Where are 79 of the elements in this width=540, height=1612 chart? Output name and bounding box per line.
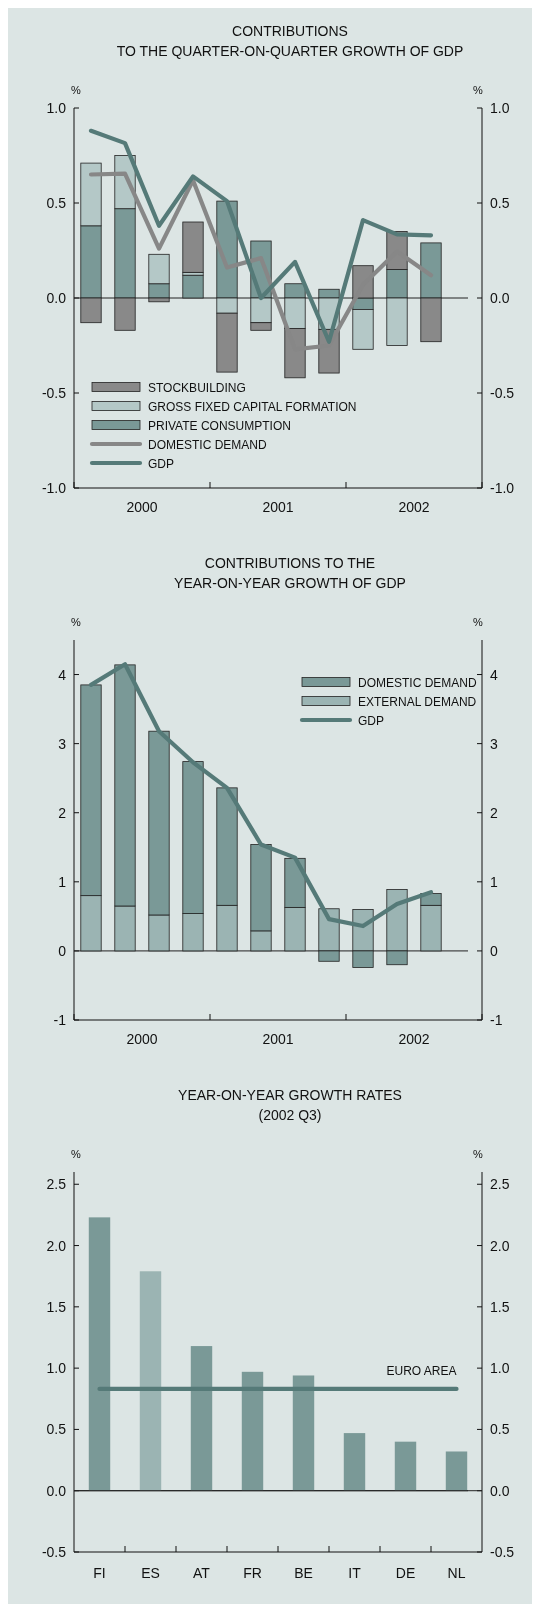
bar xyxy=(182,221,204,273)
y-tick-label: 2 xyxy=(58,804,67,821)
y-tick-label: 0.0 xyxy=(46,290,67,306)
y-tick-label: 1.0 xyxy=(46,100,67,116)
y2-axis-title: % xyxy=(473,1148,484,1160)
legend-label: DOMESTIC DEMAND xyxy=(148,437,267,452)
y-tick-label: 2.0 xyxy=(46,1237,67,1254)
bar xyxy=(445,1451,468,1491)
y-tick-label: 3 xyxy=(58,735,67,752)
x-tick-label: 2001 xyxy=(262,499,294,515)
chart-title: CONTRIBUTIONS TO THE QUARTER-ON-QUARTER GROWTH OF GDP xyxy=(116,23,464,59)
y2-tick-label: 1.0 xyxy=(490,1360,510,1377)
x-tick-label: 2000 xyxy=(126,1031,158,1047)
y2-tick-label: 0.0 xyxy=(490,290,510,306)
y-tick-label: -1 xyxy=(53,1012,67,1028)
y-tick-label: -1.0 xyxy=(41,480,67,496)
y2-tick-label: 1.5 xyxy=(490,1298,510,1315)
x-tick-label: 2002 xyxy=(398,1031,430,1047)
bar xyxy=(190,1346,213,1491)
y-tick-label: 2.5 xyxy=(46,1176,67,1193)
y2-axis-title: % xyxy=(473,616,484,628)
y2-tick-label: 2.5 xyxy=(490,1176,510,1193)
chart-subtitle: (2002 Q3) xyxy=(258,1107,322,1123)
y2-tick-label: -1 xyxy=(490,1012,503,1028)
bar xyxy=(292,1375,315,1491)
legend-label: DOMESTIC DEMAND xyxy=(358,675,477,690)
x-tick-label: AT xyxy=(193,1565,211,1581)
legend-label: STOCKBUILDING xyxy=(148,380,246,395)
legend-label: GROSS FIXED CAPITAL FORMATION xyxy=(148,399,357,414)
y-axis-title: % xyxy=(71,1148,82,1160)
chart-title: YEAR-ON-YEAR GROWTH RATES xyxy=(178,1087,402,1103)
legend-label: PRIVATE CONSUMPTION xyxy=(148,418,291,433)
bar xyxy=(241,1371,264,1491)
x-tick-label: NL xyxy=(447,1565,466,1581)
y2-tick-label: -0.5 xyxy=(490,1544,515,1560)
y-axis-title: % xyxy=(71,84,82,96)
y-tick-label: 1.5 xyxy=(46,1298,67,1315)
y2-tick-label: -0.5 xyxy=(490,385,515,401)
line-series xyxy=(88,128,434,344)
x-tick-label: 2000 xyxy=(126,499,158,515)
chart-title: CONTRIBUTIONS TO THE YEAR-ON-YEAR GROWTH OF GDP xyxy=(174,555,406,591)
y2-tick-label: 1 xyxy=(490,873,498,890)
y2-axis-title: % xyxy=(473,84,484,96)
legend-label: GDP xyxy=(148,456,175,471)
y2-tick-label: 4 xyxy=(490,666,498,683)
bar xyxy=(139,1271,162,1491)
y-axis-title: % xyxy=(71,616,82,628)
x-tick-label: FI xyxy=(93,1565,106,1581)
x-tick-label: 2002 xyxy=(398,499,430,515)
series-label: EURO AREA xyxy=(386,1363,457,1378)
y-tick-label: 0.5 xyxy=(46,195,67,211)
y-tick-label: 0.0 xyxy=(46,1482,67,1499)
bar xyxy=(343,1433,366,1491)
y2-tick-label: 1.0 xyxy=(490,100,510,116)
y-tick-label: 1.0 xyxy=(46,1360,67,1377)
y2-tick-label: -1.0 xyxy=(490,480,515,496)
x-tick-label: IT xyxy=(348,1565,362,1581)
y2-tick-label: 0.0 xyxy=(490,1482,510,1499)
x-tick-label: 2001 xyxy=(262,1031,294,1047)
legend-label: EXTERNAL DEMAND xyxy=(358,694,477,709)
bar xyxy=(394,1441,417,1491)
y-tick-label: 1 xyxy=(58,873,67,890)
y2-tick-label: 0.5 xyxy=(490,195,510,211)
x-tick-label: ES xyxy=(141,1565,160,1581)
y2-tick-label: 2 xyxy=(490,804,498,821)
y-tick-label: 0.5 xyxy=(46,1421,67,1438)
y-tick-label: -0.5 xyxy=(41,1544,67,1560)
y-tick-label: 4 xyxy=(58,666,67,683)
y2-tick-label: 0.5 xyxy=(490,1421,510,1438)
x-tick-label: DE xyxy=(395,1565,416,1581)
bar xyxy=(88,1217,111,1491)
x-tick-label: FR xyxy=(243,1565,262,1581)
y2-tick-label: 3 xyxy=(490,735,498,752)
legend-label: GDP xyxy=(358,713,385,728)
y2-tick-label: 0 xyxy=(490,942,498,959)
x-tick-label: BE xyxy=(294,1565,313,1581)
y-tick-label: -0.5 xyxy=(41,385,67,401)
y-tick-label: 0 xyxy=(58,942,67,959)
y2-tick-label: 2.0 xyxy=(490,1237,510,1254)
